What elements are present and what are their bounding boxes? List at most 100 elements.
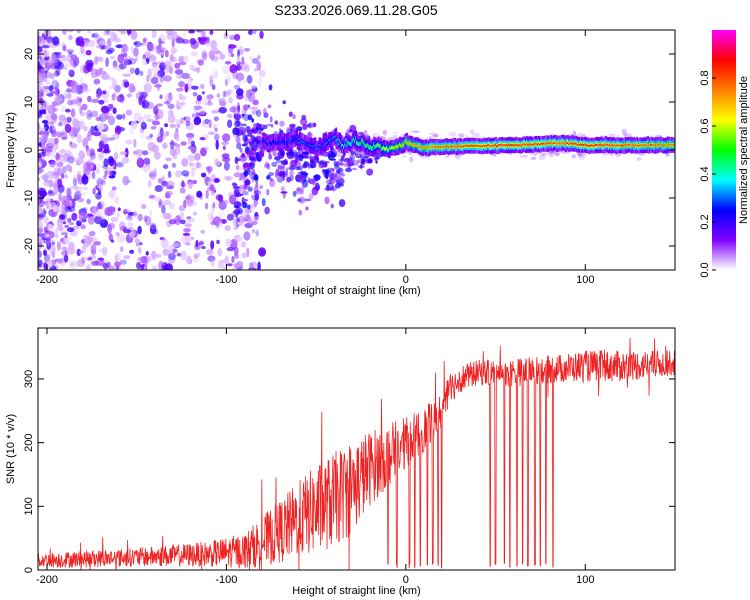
transition-blob: [351, 160, 359, 166]
noise-blob: [159, 76, 165, 83]
noise-blob: [51, 175, 57, 180]
noise-blob: [209, 184, 215, 191]
transition-blob: [262, 124, 268, 130]
noise-blob: [91, 110, 99, 118]
noise-blob: [219, 100, 227, 107]
noise-blob: [42, 152, 51, 157]
transition-blob: [326, 182, 334, 191]
noise-blob: [214, 70, 218, 79]
noise-blob: [47, 236, 51, 246]
transition-blob: [266, 163, 271, 170]
noise-blob: [239, 154, 248, 162]
noise-blob: [181, 158, 189, 167]
noise-blob: [176, 87, 184, 92]
noise-blob: [171, 242, 180, 247]
noise-blob: [78, 97, 83, 103]
noise-blob: [218, 221, 223, 228]
noise-blob: [140, 121, 147, 130]
noise-blob: [236, 55, 240, 64]
transition-blob: [324, 170, 331, 174]
colorbar-label: Normalized spectral amplitude: [738, 76, 750, 224]
noise-blob: [239, 62, 243, 71]
noise-blob: [102, 90, 107, 95]
noise-blob: [58, 156, 65, 163]
transition-blob: [241, 198, 249, 202]
noise-blob: [188, 76, 194, 83]
noise-blob: [141, 94, 146, 105]
noise-blob: [60, 250, 68, 256]
noise-blob: [228, 194, 237, 205]
noise-blob: [244, 222, 253, 229]
noise-blob: [58, 114, 66, 122]
noise-blob: [137, 213, 143, 222]
noise-blob: [214, 127, 218, 132]
noise-blob: [78, 212, 87, 221]
noise-blob: [38, 167, 43, 174]
noise-blob: [258, 69, 266, 78]
transition-blob: [261, 198, 266, 207]
noise-blob: [163, 212, 172, 220]
noise-blob: [185, 122, 194, 131]
noise-blob: [44, 254, 51, 263]
noise-blob: [198, 241, 204, 246]
noise-blob: [193, 211, 198, 216]
noise-blob: [134, 40, 142, 48]
noise-blob: [161, 180, 169, 187]
halo-blob: [572, 130, 577, 137]
noise-blob: [193, 104, 198, 113]
noise-blob: [208, 50, 216, 60]
noise-blob: [83, 65, 90, 74]
noise-blob: [159, 62, 167, 71]
noise-blob: [165, 130, 169, 137]
noise-blob: [203, 146, 209, 151]
noise-blob: [152, 63, 160, 73]
noise-blob: [38, 34, 41, 44]
noise-blob: [187, 154, 196, 162]
noise-blob: [61, 166, 67, 175]
noise-blob: [48, 189, 54, 195]
transition-blob: [236, 127, 240, 134]
x-tick-label: -200: [36, 274, 58, 286]
transition-blob: [254, 193, 260, 201]
noise-blob: [168, 252, 176, 261]
transition-blob: [239, 177, 242, 181]
noise-blob: [105, 115, 111, 120]
noise-blob: [172, 248, 178, 254]
transition-blob: [307, 122, 315, 129]
noise-blob: [226, 263, 233, 267]
noise-blob: [151, 30, 157, 39]
transition-blob: [242, 163, 250, 172]
noise-blob: [159, 94, 163, 100]
halo-blob: [409, 156, 414, 163]
noise-blob: [186, 124, 195, 129]
noise-blob: [149, 173, 154, 177]
noise-blob: [164, 192, 171, 199]
transition-blob: [328, 158, 336, 161]
noise-blob: [38, 267, 41, 270]
transition-blob: [247, 204, 251, 210]
noise-blob: [126, 93, 132, 98]
noise-blob: [83, 186, 89, 191]
noise-blob: [130, 120, 138, 130]
noise-blob: [49, 161, 56, 168]
noise-blob: [164, 49, 169, 58]
transition-blob: [336, 176, 344, 182]
noise-blob: [210, 191, 215, 196]
noise-blob: [130, 30, 138, 40]
noise-blob: [47, 104, 56, 115]
noise-blob: [179, 187, 186, 194]
noise-blob: [211, 84, 216, 91]
transition-blob: [311, 187, 319, 196]
noise-blob: [134, 67, 140, 76]
transition-blob: [243, 113, 250, 122]
noise-blob: [46, 241, 52, 250]
noise-blob: [153, 168, 158, 178]
noise-blob: [95, 34, 102, 43]
transition-blob: [282, 100, 286, 105]
transition-blob: [340, 157, 345, 162]
noise-blob: [227, 113, 233, 118]
noise-blob: [60, 131, 68, 140]
noise-blob: [210, 46, 218, 52]
noise-blob: [76, 30, 81, 34]
noise-blob: [196, 94, 202, 102]
